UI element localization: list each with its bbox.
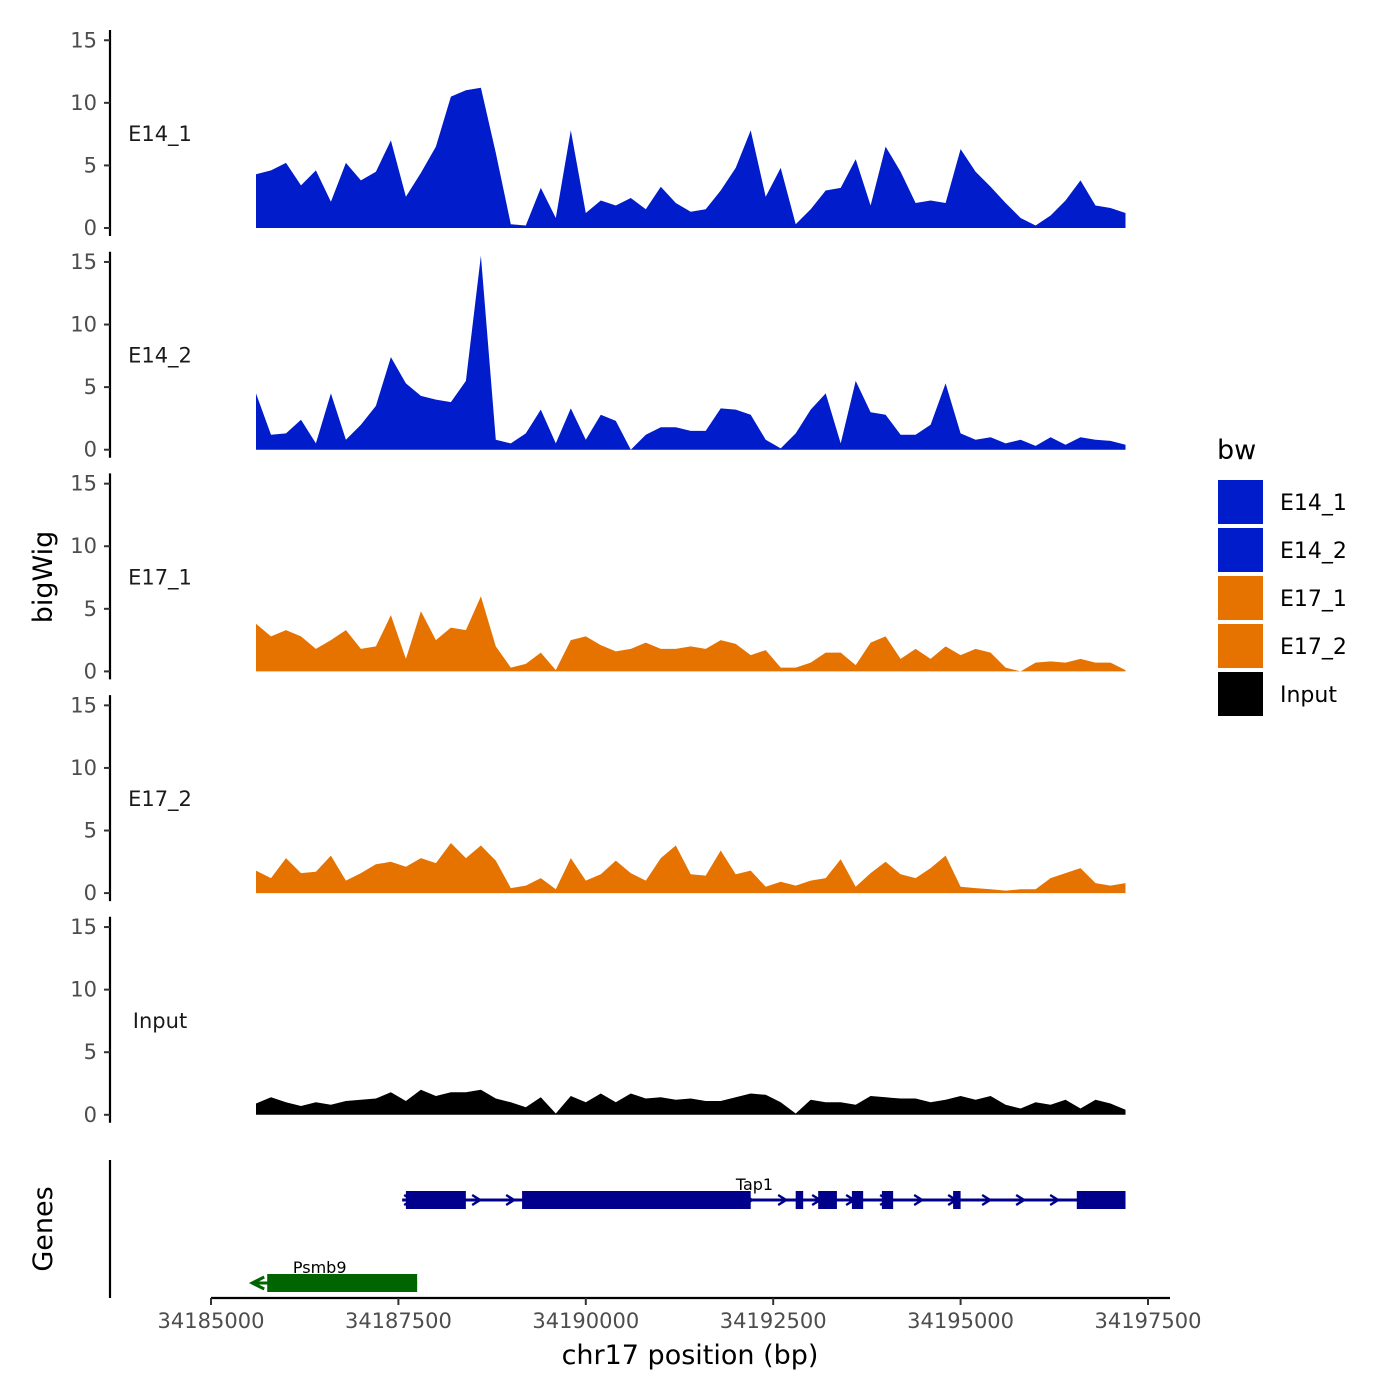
legend-label: E17_2	[1280, 635, 1347, 660]
x-tick-label: 34190000	[532, 1309, 639, 1333]
gene-exon	[881, 1191, 894, 1209]
y-tick-label: 10	[70, 756, 97, 780]
x-tick-label: 34185000	[158, 1309, 265, 1333]
gene-label: Tap1	[735, 1175, 773, 1194]
legend-swatch	[1218, 624, 1263, 668]
y-tick-label: 15	[70, 915, 97, 939]
track-E14_2: 0 5 10 15 E14_2	[70, 250, 1126, 462]
track-Input: 0 5 10 15 Input	[70, 915, 1126, 1127]
x-tick-label: 34187500	[345, 1309, 452, 1333]
legend-label: E17_1	[1280, 587, 1347, 612]
strand-chevron	[471, 1193, 483, 1207]
y-tick-label: 10	[70, 534, 97, 558]
coverage-area-E17_1	[256, 596, 1126, 672]
coverage-area-E14_2	[256, 255, 1126, 450]
x-axis-title: chr17 position (bp)	[562, 1340, 819, 1371]
x-tick-label: 34192500	[720, 1309, 827, 1333]
gene-exon	[953, 1191, 961, 1209]
y-tick-label: 0	[84, 438, 97, 462]
gene-track: Tap1 Psmb9	[108, 1160, 1126, 1298]
gene-exon	[1076, 1191, 1126, 1209]
x-axis: 34185000 34187500 34190000 34192500 34195000…	[158, 1296, 1202, 1333]
gene-Tap1: Tap1	[402, 1175, 1126, 1209]
y-tick-label: 10	[70, 91, 97, 115]
y-tick-label: 15	[70, 250, 97, 274]
strand-chevron	[981, 1193, 993, 1207]
strand-chevron	[1015, 1193, 1027, 1207]
track-label: E17_1	[128, 565, 192, 590]
legend: bw E14_1 E14_2 E17_1 E17_2 Input	[1217, 435, 1347, 716]
y-tick-label: 0	[84, 881, 97, 905]
legend-label: E14_2	[1280, 539, 1347, 564]
y-tick-label: 5	[84, 375, 97, 399]
gene-exon	[405, 1191, 466, 1209]
gene-exon	[267, 1274, 418, 1292]
genes-axis-title: Genes	[28, 1186, 59, 1271]
y-axis-title: bigWig	[28, 531, 59, 624]
y-tick-label: 15	[70, 472, 97, 496]
y-tick-label: 10	[70, 313, 97, 337]
strand-chevron	[1049, 1193, 1061, 1207]
track-label: E14_1	[128, 122, 192, 147]
coverage-area-Input	[256, 1089, 1126, 1115]
legend-title: bw	[1217, 435, 1256, 466]
strand-chevron	[505, 1193, 517, 1207]
strand-chevron	[913, 1193, 925, 1207]
y-tick-label: 0	[84, 1103, 97, 1127]
gene-Psmb9: Psmb9	[248, 1258, 418, 1292]
y-tick-label: 5	[84, 819, 97, 843]
y-tick-label: 15	[70, 28, 97, 52]
track-label: Input	[133, 1009, 187, 1033]
coverage-tracks: 0 5 10 15 E14_1 0 5 10 15 E14_2 0 5 10 15 E17_1 0 5 10 15 E…	[70, 28, 1126, 1127]
legend-label: E14_1	[1280, 491, 1347, 516]
track-E17_2: 0 5 10 15 E17_2	[70, 693, 1126, 905]
track-label: E17_2	[128, 787, 192, 812]
legend-swatch	[1218, 480, 1263, 524]
x-tick-label: 34195000	[907, 1309, 1014, 1333]
coverage-area-E14_1	[256, 87, 1126, 228]
y-tick-label: 10	[70, 978, 97, 1002]
coverage-area-E17_2	[256, 843, 1126, 894]
x-tick-label: 34197500	[1095, 1309, 1202, 1333]
y-tick-label: 5	[84, 153, 97, 177]
strand-chevron	[777, 1193, 789, 1207]
legend-label: Input	[1280, 683, 1337, 708]
track-E17_1: 0 5 10 15 E17_1	[70, 472, 1126, 683]
legend-swatch	[1218, 528, 1263, 572]
legend-swatch	[1218, 576, 1263, 620]
y-tick-label: 0	[84, 659, 97, 683]
y-tick-label: 5	[84, 597, 97, 621]
track-E14_1: 0 5 10 15 E14_1	[70, 28, 1126, 240]
gene-exon	[522, 1191, 751, 1209]
y-tick-label: 15	[70, 693, 97, 717]
gene-label: Psmb9	[293, 1258, 347, 1277]
gene-exon	[818, 1191, 837, 1209]
legend-swatch	[1218, 672, 1263, 716]
gene-exon	[851, 1191, 864, 1209]
y-tick-label: 0	[84, 216, 97, 240]
gene-exon	[795, 1191, 804, 1209]
track-label: E14_2	[128, 344, 192, 369]
y-tick-label: 5	[84, 1040, 97, 1064]
